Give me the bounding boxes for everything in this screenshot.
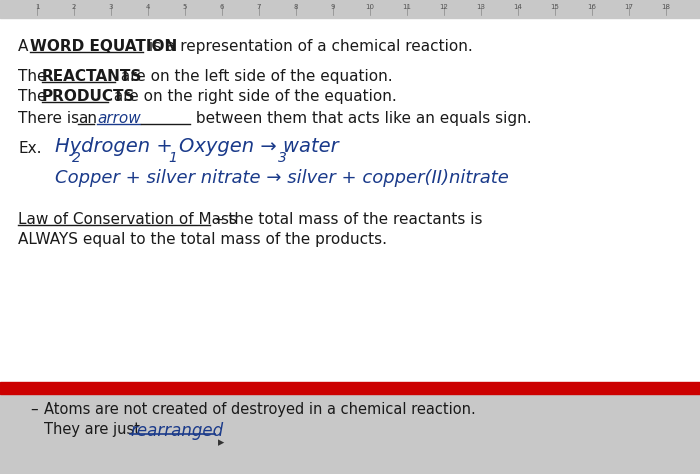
- Text: 16: 16: [587, 4, 596, 10]
- Bar: [0, 382, 700, 394]
- Text: ▸: ▸: [218, 436, 224, 449]
- Text: 13: 13: [477, 4, 486, 10]
- Text: ALWAYS equal to the total mass of the products.: ALWAYS equal to the total mass of the pr…: [18, 232, 387, 247]
- Text: between them that acts like an equals sign.: between them that acts like an equals si…: [191, 111, 531, 126]
- Text: WORD EQUATION: WORD EQUATION: [30, 39, 177, 54]
- Text: 9: 9: [330, 4, 335, 10]
- Text: The: The: [18, 69, 51, 84]
- Text: REACTANTS: REACTANTS: [42, 69, 142, 84]
- Text: Hydrogen + Oxygen → water: Hydrogen + Oxygen → water: [55, 137, 339, 156]
- Text: 10: 10: [365, 4, 375, 10]
- Text: 11: 11: [402, 4, 412, 10]
- Text: Law of Conservation of Mass: Law of Conservation of Mass: [18, 212, 237, 227]
- Text: – the total mass of the reactants is: – the total mass of the reactants is: [211, 212, 482, 227]
- Text: PRODUCTS: PRODUCTS: [42, 89, 136, 104]
- Text: 18: 18: [662, 4, 671, 10]
- Bar: [0, 0, 700, 18]
- Text: They are just: They are just: [44, 422, 145, 437]
- Text: are on the left side of the equation.: are on the left side of the equation.: [116, 69, 393, 84]
- Text: 8: 8: [294, 4, 298, 10]
- Text: 2: 2: [72, 4, 76, 10]
- Bar: [0, 394, 700, 474]
- Text: There is: There is: [18, 111, 84, 126]
- Text: 5: 5: [183, 4, 187, 10]
- Text: 2: 2: [72, 151, 81, 165]
- Text: rearranged: rearranged: [130, 422, 223, 440]
- Text: 15: 15: [551, 4, 559, 10]
- Text: 14: 14: [514, 4, 522, 10]
- Bar: [0, 18, 700, 394]
- Text: 4: 4: [146, 4, 150, 10]
- Text: are on the right side of the equation.: are on the right side of the equation.: [109, 89, 397, 104]
- Text: 3: 3: [278, 151, 287, 165]
- Text: 1: 1: [35, 4, 39, 10]
- Text: –: –: [30, 402, 38, 417]
- Text: is a representation of a chemical reaction.: is a representation of a chemical reacti…: [144, 39, 473, 54]
- Text: A: A: [18, 39, 34, 54]
- Text: 1: 1: [168, 151, 177, 165]
- Text: an: an: [78, 111, 97, 126]
- Text: 7: 7: [257, 4, 261, 10]
- Text: arrow: arrow: [97, 111, 141, 126]
- Text: 3: 3: [108, 4, 113, 10]
- Text: Copper + silver nitrate → silver + copper(II)nitrate: Copper + silver nitrate → silver + coppe…: [55, 169, 509, 187]
- Text: 12: 12: [440, 4, 449, 10]
- Text: Ex.: Ex.: [18, 141, 41, 156]
- Text: 6: 6: [220, 4, 224, 10]
- Text: The: The: [18, 89, 51, 104]
- Text: Atoms are not created of destroyed in a chemical reaction.: Atoms are not created of destroyed in a …: [44, 402, 476, 417]
- Text: 17: 17: [624, 4, 634, 10]
